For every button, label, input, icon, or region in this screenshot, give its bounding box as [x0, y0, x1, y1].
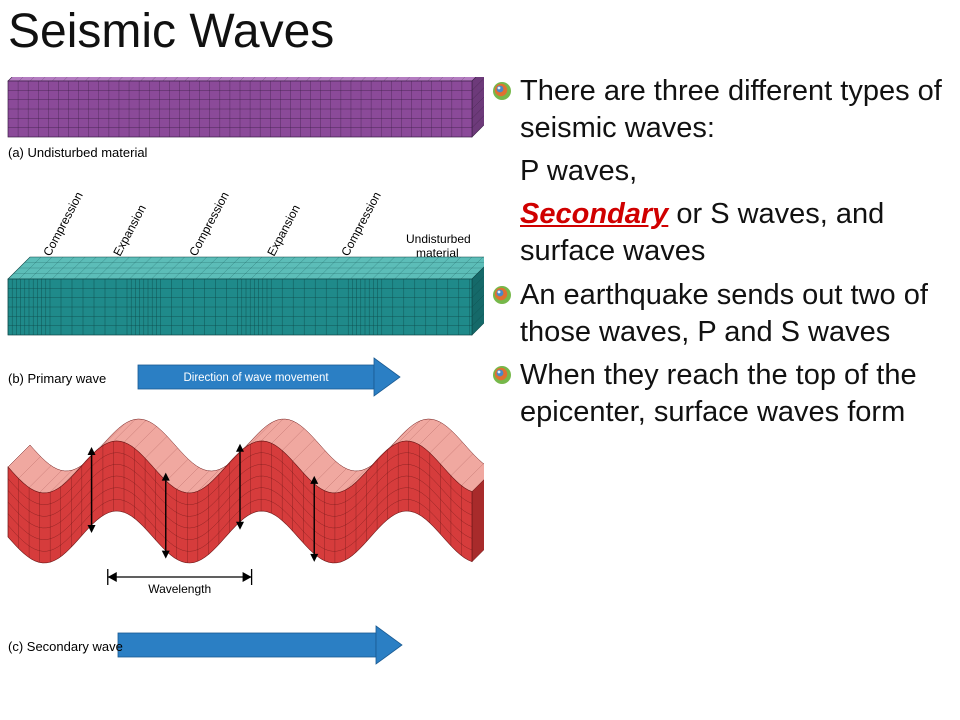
bullet-item: When they reach the top of the epicenter… [492, 357, 952, 431]
svg-text:(c) Secondary wave: (c) Secondary wave [8, 639, 123, 654]
page-title: Seismic Waves [0, 0, 960, 67]
bullet-item: There are three different types of seism… [492, 73, 952, 147]
bullet-item: An earthquake sends out two of those wav… [492, 277, 952, 351]
svg-text:Compression: Compression [338, 189, 384, 258]
bullet-subtext: P waves, [520, 153, 952, 190]
content-row: (a) Undisturbed material Compression Expan… [0, 67, 960, 707]
svg-text:(a) Undisturbed material: (a) Undisturbed material [8, 145, 148, 160]
diagram-panel: (a) Undisturbed material Compression Expan… [0, 67, 490, 707]
svg-text:Compression: Compression [40, 189, 86, 258]
bullet-text: An earthquake sends out two of those wav… [520, 277, 952, 351]
seismic-diagram: (a) Undisturbed material Compression Expan… [6, 77, 484, 687]
bullet-list: There are three different types of seism… [490, 67, 960, 707]
bullet-sphere-icon [492, 285, 512, 305]
svg-text:Expansion: Expansion [264, 202, 303, 258]
highlight-secondary: Secondary [520, 198, 668, 230]
bullet-subtext: Secondary or S waves, and surface waves [520, 196, 952, 270]
svg-text:Wavelength: Wavelength [148, 582, 211, 596]
bullet-text: When they reach the top of the epicenter… [520, 357, 952, 431]
svg-text:Expansion: Expansion [110, 202, 149, 258]
svg-text:Compression: Compression [186, 189, 232, 258]
svg-text:Direction of wave movement: Direction of wave movement [183, 372, 329, 384]
bullet-sphere-icon [492, 81, 512, 101]
bullet-sphere-icon [492, 365, 512, 385]
svg-text:(b) Primary wave: (b) Primary wave [8, 371, 106, 386]
bullet-text: There are three different types of seism… [520, 73, 952, 147]
svg-text:Undisturbed: Undisturbed [406, 232, 471, 246]
